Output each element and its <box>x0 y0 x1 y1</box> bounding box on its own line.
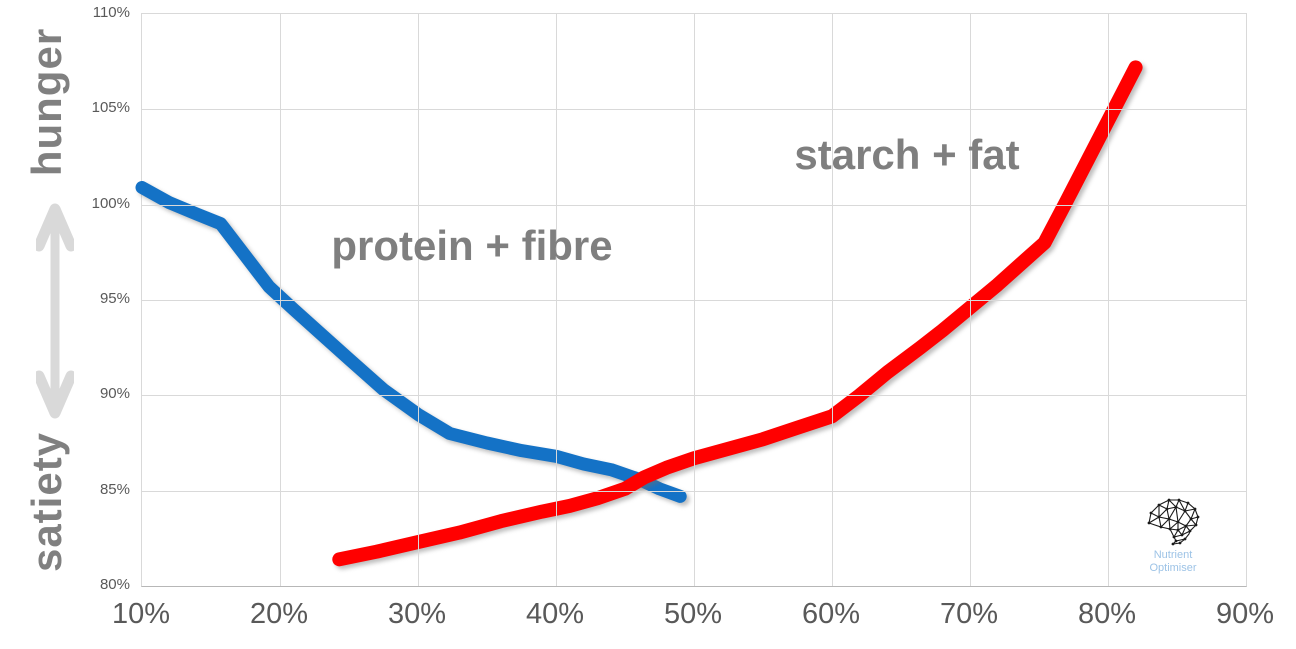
x-tick-label: 30% <box>387 598 447 630</box>
double-arrow-icon <box>33 203 77 419</box>
logo-text-line1: Nutrient <box>1153 549 1193 561</box>
arrow-up-icon <box>33 203 77 252</box>
x-tick-label: 40% <box>525 598 585 630</box>
protein-fibre-line <box>135 181 687 503</box>
x-tick-label: 60% <box>801 598 861 630</box>
x-tick-label: 70% <box>939 598 999 630</box>
x-tick-label: 10% <box>111 598 171 630</box>
nutrient-optimiser-logo: Nutrient Optimiser <box>1123 497 1223 575</box>
plot-area <box>135 13 1247 587</box>
starch-fat-line <box>332 60 1143 567</box>
horizontal-gridline <box>142 395 1246 397</box>
protein-fibre-series-label: protein + fibre <box>331 222 613 269</box>
horizontal-gridline <box>142 490 1246 492</box>
horizontal-gridline <box>142 109 1246 111</box>
chart-curves <box>135 60 1143 567</box>
logo-text: Nutrient Optimiser <box>1123 549 1223 575</box>
satiety-axis-label-text: satiety <box>23 431 71 573</box>
logo-text-line2: Optimiser <box>1149 562 1197 574</box>
x-tick-label: 90% <box>1215 598 1275 630</box>
satiety-axis-label: satiety <box>0 417 94 587</box>
y-tick-label: 110% <box>92 4 130 21</box>
starch-fat-series-label: starch + fat <box>794 131 1020 178</box>
y-tick-label: 95% <box>99 290 130 307</box>
x-tick-label: 80% <box>1077 598 1137 630</box>
horizontal-gridline <box>142 204 1246 206</box>
x-tick-label: 20% <box>249 598 309 630</box>
y-tick-label: 80% <box>99 576 130 593</box>
brain-network-icon <box>1147 498 1200 546</box>
arrow-down-icon <box>33 370 77 419</box>
hunger-satiety-arrow <box>33 202 77 425</box>
y-tick-label: 90% <box>99 385 130 403</box>
y-tick-label: 100% <box>91 194 130 212</box>
x-tick-label: 50% <box>663 598 723 630</box>
horizontal-gridline <box>142 300 1246 301</box>
y-tick-label: 105% <box>91 99 130 117</box>
y-tick-label: 85% <box>99 480 130 498</box>
